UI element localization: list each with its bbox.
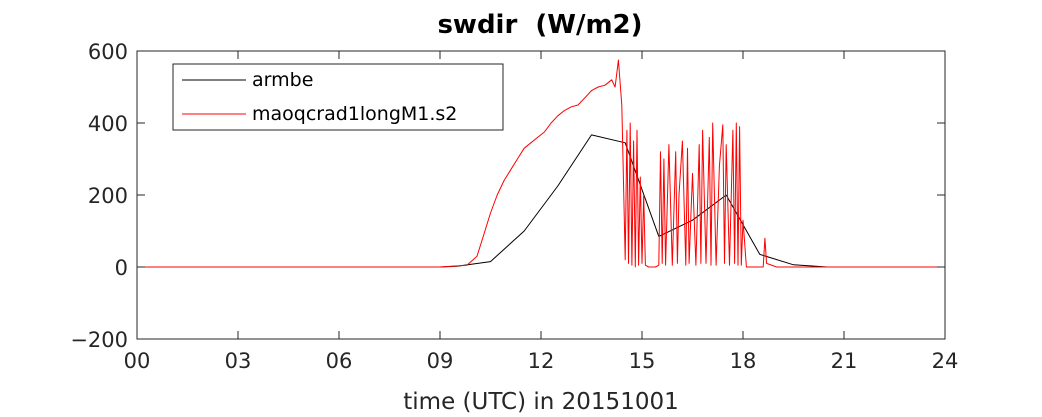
x-tick-label: 09: [427, 349, 454, 373]
x-tick-labels: 00 03 06 09 12 15 18 21 24: [124, 349, 959, 373]
y-tick-label: 400: [88, 112, 128, 136]
series-line-maoqcrad1longM1-s2: [137, 59, 945, 268]
x-tick-label: 18: [730, 349, 757, 373]
x-axis-title: time (UTC) in 20151001: [403, 389, 678, 415]
y-tick-labels: −200 0 200 400 600: [70, 40, 128, 352]
y-tick-label: −200: [70, 328, 128, 352]
x-tick-label: 21: [831, 349, 858, 373]
chart-title: swdir (W/m2): [437, 10, 642, 40]
x-tick-label: 03: [225, 349, 252, 373]
y-tick-label: 600: [88, 40, 128, 64]
legend-label-armbe: armbe: [252, 69, 313, 91]
x-tick-label: 00: [124, 349, 151, 373]
series-layer: [137, 59, 945, 268]
y-tick-label: 200: [88, 184, 128, 208]
x-tick-label: 15: [629, 349, 656, 373]
x-tick-label: 12: [528, 349, 555, 373]
legend-label-maoqcrad1longM1-s2: maoqcrad1longM1.s2: [252, 103, 457, 125]
x-tick-label: 24: [932, 349, 959, 373]
legend[interactable]: armbe maoqcrad1longM1.s2: [172, 63, 504, 131]
y-tick-label: 0: [115, 256, 128, 280]
ticks-layer: [136, 50, 946, 340]
x-tick-label: 06: [326, 349, 353, 373]
legend-box: [172, 63, 504, 131]
